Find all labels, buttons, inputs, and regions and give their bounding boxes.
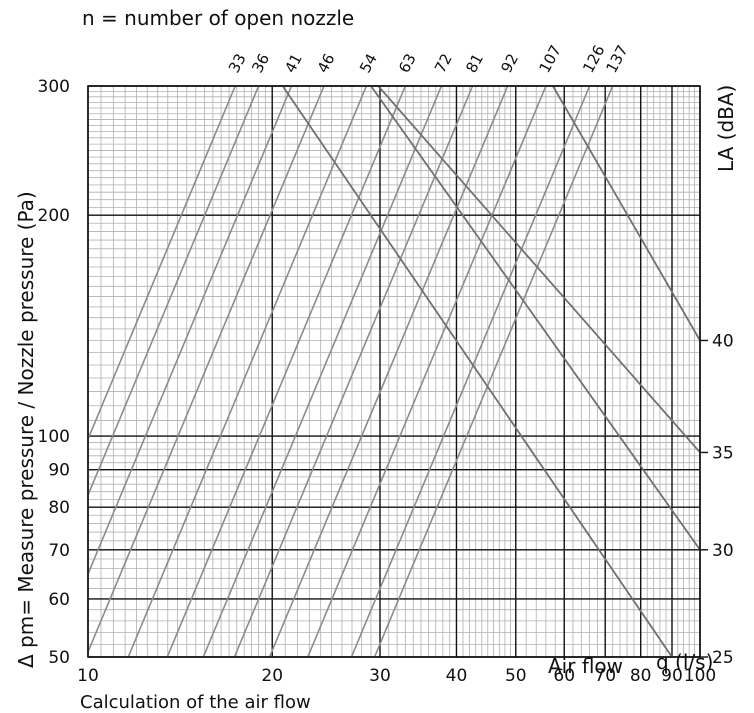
x-tick-label: 70 <box>594 666 616 686</box>
x-tick-label: 90 <box>661 666 683 686</box>
y-tick-label: 100 <box>38 427 70 447</box>
y-tick-label: 300 <box>38 77 70 97</box>
x-tick-label: 10 <box>77 666 99 686</box>
nozzle-line-46 <box>87 85 325 653</box>
x-tick-label: 80 <box>630 666 652 686</box>
grid-lines <box>87 85 701 658</box>
y-tick-label: 50 <box>48 648 70 668</box>
nozzle-line-92 <box>268 85 509 658</box>
sound-line-30 <box>370 85 701 551</box>
plot-border <box>87 85 701 658</box>
nozzle-label-63: 63 <box>395 51 420 76</box>
sound-line-35 <box>377 85 701 454</box>
chart-caption: Calculation of the air flow <box>80 692 311 713</box>
nozzle-line-107 <box>307 85 547 658</box>
x-tick-label: 100 <box>684 666 716 686</box>
nozzle-label-72: 72 <box>431 51 456 76</box>
nozzle-label-126: 126 <box>579 42 608 76</box>
nozzle-label-54: 54 <box>356 51 381 76</box>
nozzle-label-81: 81 <box>462 51 487 76</box>
nozzle-line-36 <box>87 85 260 496</box>
x-axis-label: Air flow <box>548 654 624 678</box>
y-tick-label: 80 <box>48 498 70 518</box>
y-tick-label: 70 <box>48 541 70 561</box>
nozzle-line-41 <box>87 85 293 575</box>
x-tick-label: 30 <box>369 666 391 686</box>
nozzle-line-137 <box>373 85 614 658</box>
nozzle-line-33 <box>87 85 236 440</box>
sound-level-lines <box>281 85 701 658</box>
x-tick-label: 40 <box>446 666 468 686</box>
nozzle-lines <box>87 85 614 658</box>
x-tick-label: 50 <box>505 666 527 686</box>
nozzle-label-92: 92 <box>497 51 522 76</box>
sound-line-25 <box>281 85 673 658</box>
plot-frame <box>87 85 708 658</box>
y-tick-label: 60 <box>48 590 70 610</box>
nozzle-label-137: 137 <box>602 42 631 76</box>
nozzle-label-46: 46 <box>314 51 339 76</box>
sound-line-40 <box>552 85 701 341</box>
nozzle-line-126 <box>350 85 591 658</box>
right-tick-label-25: 25 <box>712 648 734 668</box>
right-tick-label-30: 30 <box>712 541 734 561</box>
y-axis-label: Δ pm= Measure pressure / Nozzle pressure… <box>14 191 38 668</box>
nozzle-label-107: 107 <box>536 42 565 76</box>
right-tick-label-40: 40 <box>712 331 734 351</box>
chart-title: n = number of open nozzle <box>82 6 355 30</box>
nozzle-label-41: 41 <box>281 51 306 76</box>
right-axis-label: LA (dBA) <box>714 84 738 172</box>
nozzle-line-72 <box>202 85 443 658</box>
right-tick-label-35: 35 <box>712 443 734 463</box>
x-tick-label: 20 <box>261 666 283 686</box>
nozzle-line-63 <box>166 85 407 658</box>
nozzle-line-54 <box>127 85 368 658</box>
x-tick-label: 60 <box>553 666 575 686</box>
y-tick-label: 90 <box>48 461 70 481</box>
nozzle-label-33: 33 <box>225 51 250 76</box>
nozzle-line-81 <box>233 85 474 658</box>
nozzle-label-36: 36 <box>248 51 273 76</box>
x-axis-unit: q (l/s) <box>656 650 714 674</box>
y-tick-label: 200 <box>38 206 70 226</box>
